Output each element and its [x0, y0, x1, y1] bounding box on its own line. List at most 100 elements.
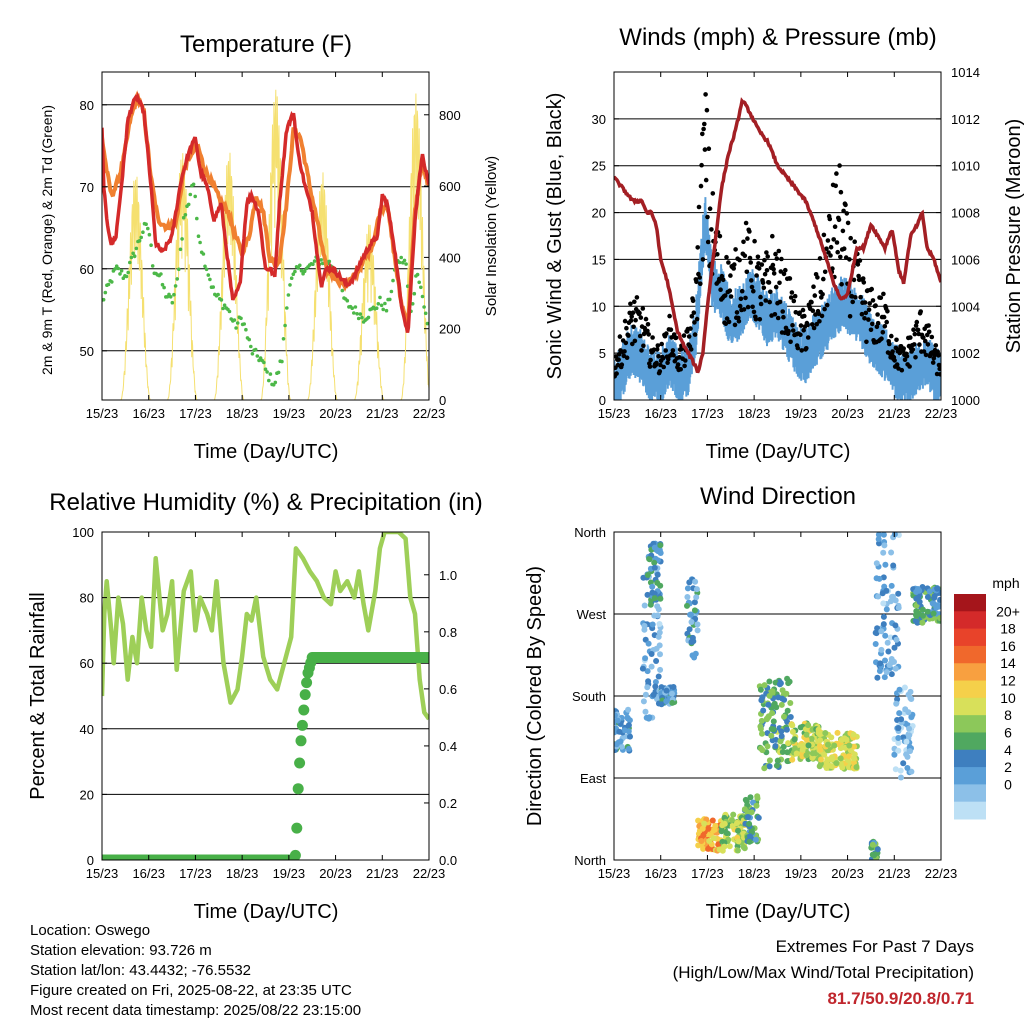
gust-point — [779, 256, 784, 262]
gust-point — [630, 341, 635, 347]
direction-point — [824, 756, 831, 763]
y-tick-label: 15 — [592, 252, 606, 267]
dewpoint-point — [242, 322, 246, 326]
direction-point — [652, 679, 659, 685]
x-tick-label: 19/23 — [785, 406, 818, 421]
direction-point — [884, 639, 891, 646]
gust-point — [771, 271, 777, 276]
winds-title: Winds (mph) & Pressure (mb) — [619, 24, 936, 51]
dewpoint-point — [388, 297, 392, 302]
direction-point — [686, 626, 693, 633]
gust-point — [698, 183, 704, 189]
direction-point — [906, 725, 913, 732]
direction-point — [765, 714, 772, 721]
gust-point — [704, 107, 710, 113]
direction-point — [758, 697, 765, 704]
gust-point — [834, 171, 839, 176]
dewpoint-point — [253, 347, 258, 352]
gust-point — [800, 307, 806, 313]
dewpoint-point — [345, 298, 350, 303]
gust-point — [745, 304, 751, 310]
gust-point — [731, 266, 736, 271]
direction-point — [754, 795, 761, 802]
gust-point — [847, 314, 853, 319]
dewpoint-point — [283, 323, 287, 328]
direction-point — [784, 707, 791, 714]
gust-point — [855, 262, 861, 267]
direction-point — [872, 641, 879, 647]
dewpoint-point — [319, 258, 323, 262]
direction-point — [646, 556, 653, 563]
dewpoint-point — [160, 282, 165, 287]
gust-point — [804, 346, 809, 351]
dewpoint-point — [183, 213, 188, 217]
gust-point — [847, 257, 852, 262]
y-tick-label: 100 — [72, 525, 94, 540]
direction-point — [889, 593, 895, 600]
gust-point — [873, 303, 878, 308]
direction-cluster — [910, 584, 941, 626]
gust-point — [913, 355, 918, 360]
gust-point — [822, 306, 827, 312]
direction-point — [784, 675, 791, 682]
precip-point — [298, 704, 310, 716]
gust-point — [811, 325, 817, 331]
gust-point — [835, 249, 840, 255]
humidity-ylabel: Percent & Total Rainfall — [27, 592, 49, 800]
direction-point — [625, 706, 632, 713]
pressure-line — [614, 97, 941, 374]
gust-point — [645, 322, 651, 327]
x-tick-label: 18/23 — [226, 406, 259, 421]
gust-point — [737, 303, 743, 309]
direction-point — [644, 684, 651, 691]
dewpoint-point — [168, 295, 173, 299]
dewpoint-point — [374, 306, 379, 311]
dewpoint-point — [423, 311, 428, 316]
direction-point — [694, 627, 701, 634]
direction-point — [645, 715, 652, 722]
gust-point — [915, 327, 921, 333]
y-tick-label: 80 — [80, 98, 94, 113]
direction-point — [614, 741, 620, 748]
direction-point — [616, 728, 623, 735]
direction-point — [657, 542, 664, 549]
direction-point — [639, 665, 646, 672]
dewpoint-point — [193, 194, 197, 199]
gust-point — [619, 362, 625, 368]
direction-point — [904, 753, 911, 760]
gust-point — [640, 306, 646, 311]
direction-point — [787, 714, 794, 720]
direction-point — [877, 660, 884, 667]
direction-point — [644, 572, 651, 578]
dewpoint-point — [360, 315, 364, 320]
direction-point — [695, 842, 702, 849]
direction-point — [808, 735, 815, 742]
gust-point — [797, 310, 802, 316]
gust-point — [758, 294, 763, 300]
dewpoint-point — [149, 243, 153, 247]
gust-point — [913, 323, 919, 328]
extremes-title: Extremes For Past 7 Days — [775, 937, 974, 956]
gust-point — [675, 362, 681, 367]
gust-point — [937, 366, 941, 372]
direction-point — [893, 636, 900, 643]
dewpoint-point — [106, 282, 111, 287]
solar-insolation-line — [307, 172, 338, 400]
gust-point — [626, 333, 631, 338]
gust-point — [817, 256, 823, 261]
direction-point — [846, 742, 853, 749]
direction-point — [905, 691, 912, 698]
direction-point — [640, 698, 647, 705]
x-tick-label: 15/23 — [86, 406, 119, 421]
wind-direction-ylabel: Direction (Colored By Speed) — [524, 566, 546, 826]
direction-point — [878, 628, 885, 635]
y2-tick-label: 400 — [439, 250, 461, 265]
humidity-line — [102, 532, 429, 721]
y2-tick-label: 0.4 — [439, 739, 457, 754]
direction-point — [642, 708, 649, 715]
gust-point — [869, 286, 874, 292]
gust-point — [657, 369, 663, 374]
direction-point — [718, 828, 725, 835]
dewpoint-point — [173, 284, 178, 288]
direction-point — [897, 767, 904, 774]
